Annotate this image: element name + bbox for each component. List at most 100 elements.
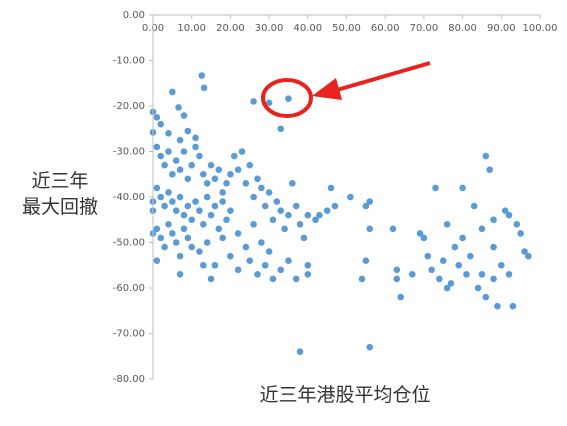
highlight-circle xyxy=(261,78,313,118)
point xyxy=(176,166,184,173)
point xyxy=(198,72,206,79)
point xyxy=(366,225,374,233)
point xyxy=(238,148,246,155)
x-tick-label: 30.00 xyxy=(255,23,284,34)
point xyxy=(498,261,505,269)
point xyxy=(227,207,234,214)
point xyxy=(254,271,261,278)
point xyxy=(203,239,211,246)
point xyxy=(153,257,161,265)
point xyxy=(200,170,207,178)
point xyxy=(242,243,250,251)
point xyxy=(234,166,242,173)
point xyxy=(366,198,374,205)
point xyxy=(277,266,285,274)
point xyxy=(200,261,207,269)
point xyxy=(200,84,208,92)
point xyxy=(246,161,254,169)
y-tick-label: 0.00 xyxy=(123,10,145,21)
point xyxy=(362,257,370,265)
point xyxy=(250,221,257,228)
point xyxy=(416,230,424,237)
point xyxy=(459,184,466,192)
point xyxy=(211,202,219,210)
point xyxy=(482,152,490,160)
point xyxy=(436,275,443,283)
point xyxy=(296,221,304,228)
point xyxy=(451,243,459,251)
point xyxy=(269,275,277,283)
point xyxy=(184,127,192,135)
point xyxy=(215,225,223,233)
point xyxy=(153,143,161,151)
point xyxy=(490,243,497,251)
point xyxy=(157,193,165,201)
point xyxy=(447,280,455,287)
point xyxy=(478,225,486,233)
point xyxy=(486,166,493,173)
point xyxy=(234,266,242,274)
point xyxy=(273,198,281,205)
point xyxy=(196,248,203,255)
point xyxy=(250,98,257,105)
point xyxy=(408,271,416,278)
point xyxy=(439,257,447,265)
y-tick-label: -70.00 xyxy=(113,329,145,340)
point xyxy=(505,271,513,278)
point xyxy=(393,275,401,283)
point xyxy=(470,202,478,210)
point xyxy=(513,221,521,228)
point xyxy=(358,275,366,283)
point xyxy=(223,180,230,187)
point xyxy=(494,302,501,310)
y-tick-label: -50.00 xyxy=(113,238,145,249)
point xyxy=(207,211,215,219)
y-tick-label: -30.00 xyxy=(113,147,145,158)
point xyxy=(505,211,513,219)
point xyxy=(172,157,180,164)
point xyxy=(180,148,188,155)
arrow-head xyxy=(312,78,342,100)
point xyxy=(509,302,517,310)
point xyxy=(490,216,497,224)
point xyxy=(366,343,374,351)
point xyxy=(184,234,192,242)
point xyxy=(455,261,463,269)
x-tick-label: 90.00 xyxy=(487,23,516,34)
point xyxy=(389,225,397,233)
point xyxy=(304,261,312,269)
point xyxy=(157,152,165,160)
point xyxy=(277,207,285,214)
point xyxy=(258,239,265,246)
point xyxy=(223,216,230,224)
point xyxy=(165,221,172,228)
point xyxy=(188,243,195,251)
point xyxy=(420,234,428,242)
point xyxy=(188,161,195,169)
point xyxy=(219,198,226,205)
point xyxy=(219,234,226,242)
point xyxy=(175,104,182,111)
point xyxy=(521,248,528,255)
point xyxy=(165,130,172,137)
point xyxy=(285,211,292,219)
x-tick-label: 100.00 xyxy=(523,23,558,34)
point xyxy=(347,193,354,201)
point xyxy=(327,184,335,192)
x-tick-label: 50.00 xyxy=(332,23,361,34)
point xyxy=(254,175,261,183)
point xyxy=(277,125,285,133)
point xyxy=(180,112,188,119)
point xyxy=(169,88,176,96)
point xyxy=(525,252,532,260)
point xyxy=(312,216,319,224)
point xyxy=(215,166,223,173)
point xyxy=(203,193,211,201)
point xyxy=(482,293,490,301)
point xyxy=(176,252,184,260)
point xyxy=(161,161,168,169)
point xyxy=(165,189,172,196)
point xyxy=(242,180,250,187)
